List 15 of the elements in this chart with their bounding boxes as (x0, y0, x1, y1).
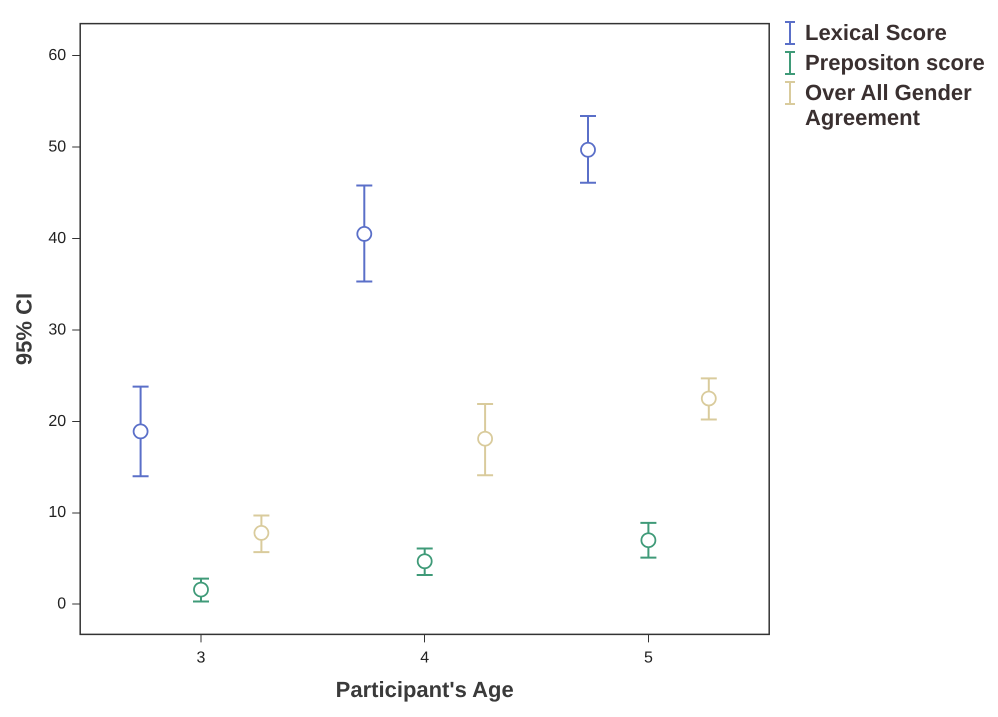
x-tick-label: 4 (420, 649, 430, 666)
y-tick-label: 60 (48, 47, 66, 64)
y-tick-label: 50 (48, 138, 66, 156)
x-tick-label: 5 (644, 649, 653, 666)
y-axis-title: 95% CI (11, 292, 36, 366)
x-axis-title: Participant's Age (336, 676, 514, 702)
y-tick-label: 20 (48, 412, 66, 430)
y-tick-label: 10 (48, 504, 66, 522)
legend-label: Prepositon score (805, 50, 985, 75)
legend-label: Over All Gender Agreement (805, 80, 973, 130)
y-tick-label: 30 (48, 321, 66, 338)
x-tick-label: 3 (196, 649, 206, 666)
y-tick-label: 40 (48, 230, 66, 247)
y-tick-label: 0 (57, 596, 66, 613)
legend-label: Lexical Score (805, 20, 947, 45)
